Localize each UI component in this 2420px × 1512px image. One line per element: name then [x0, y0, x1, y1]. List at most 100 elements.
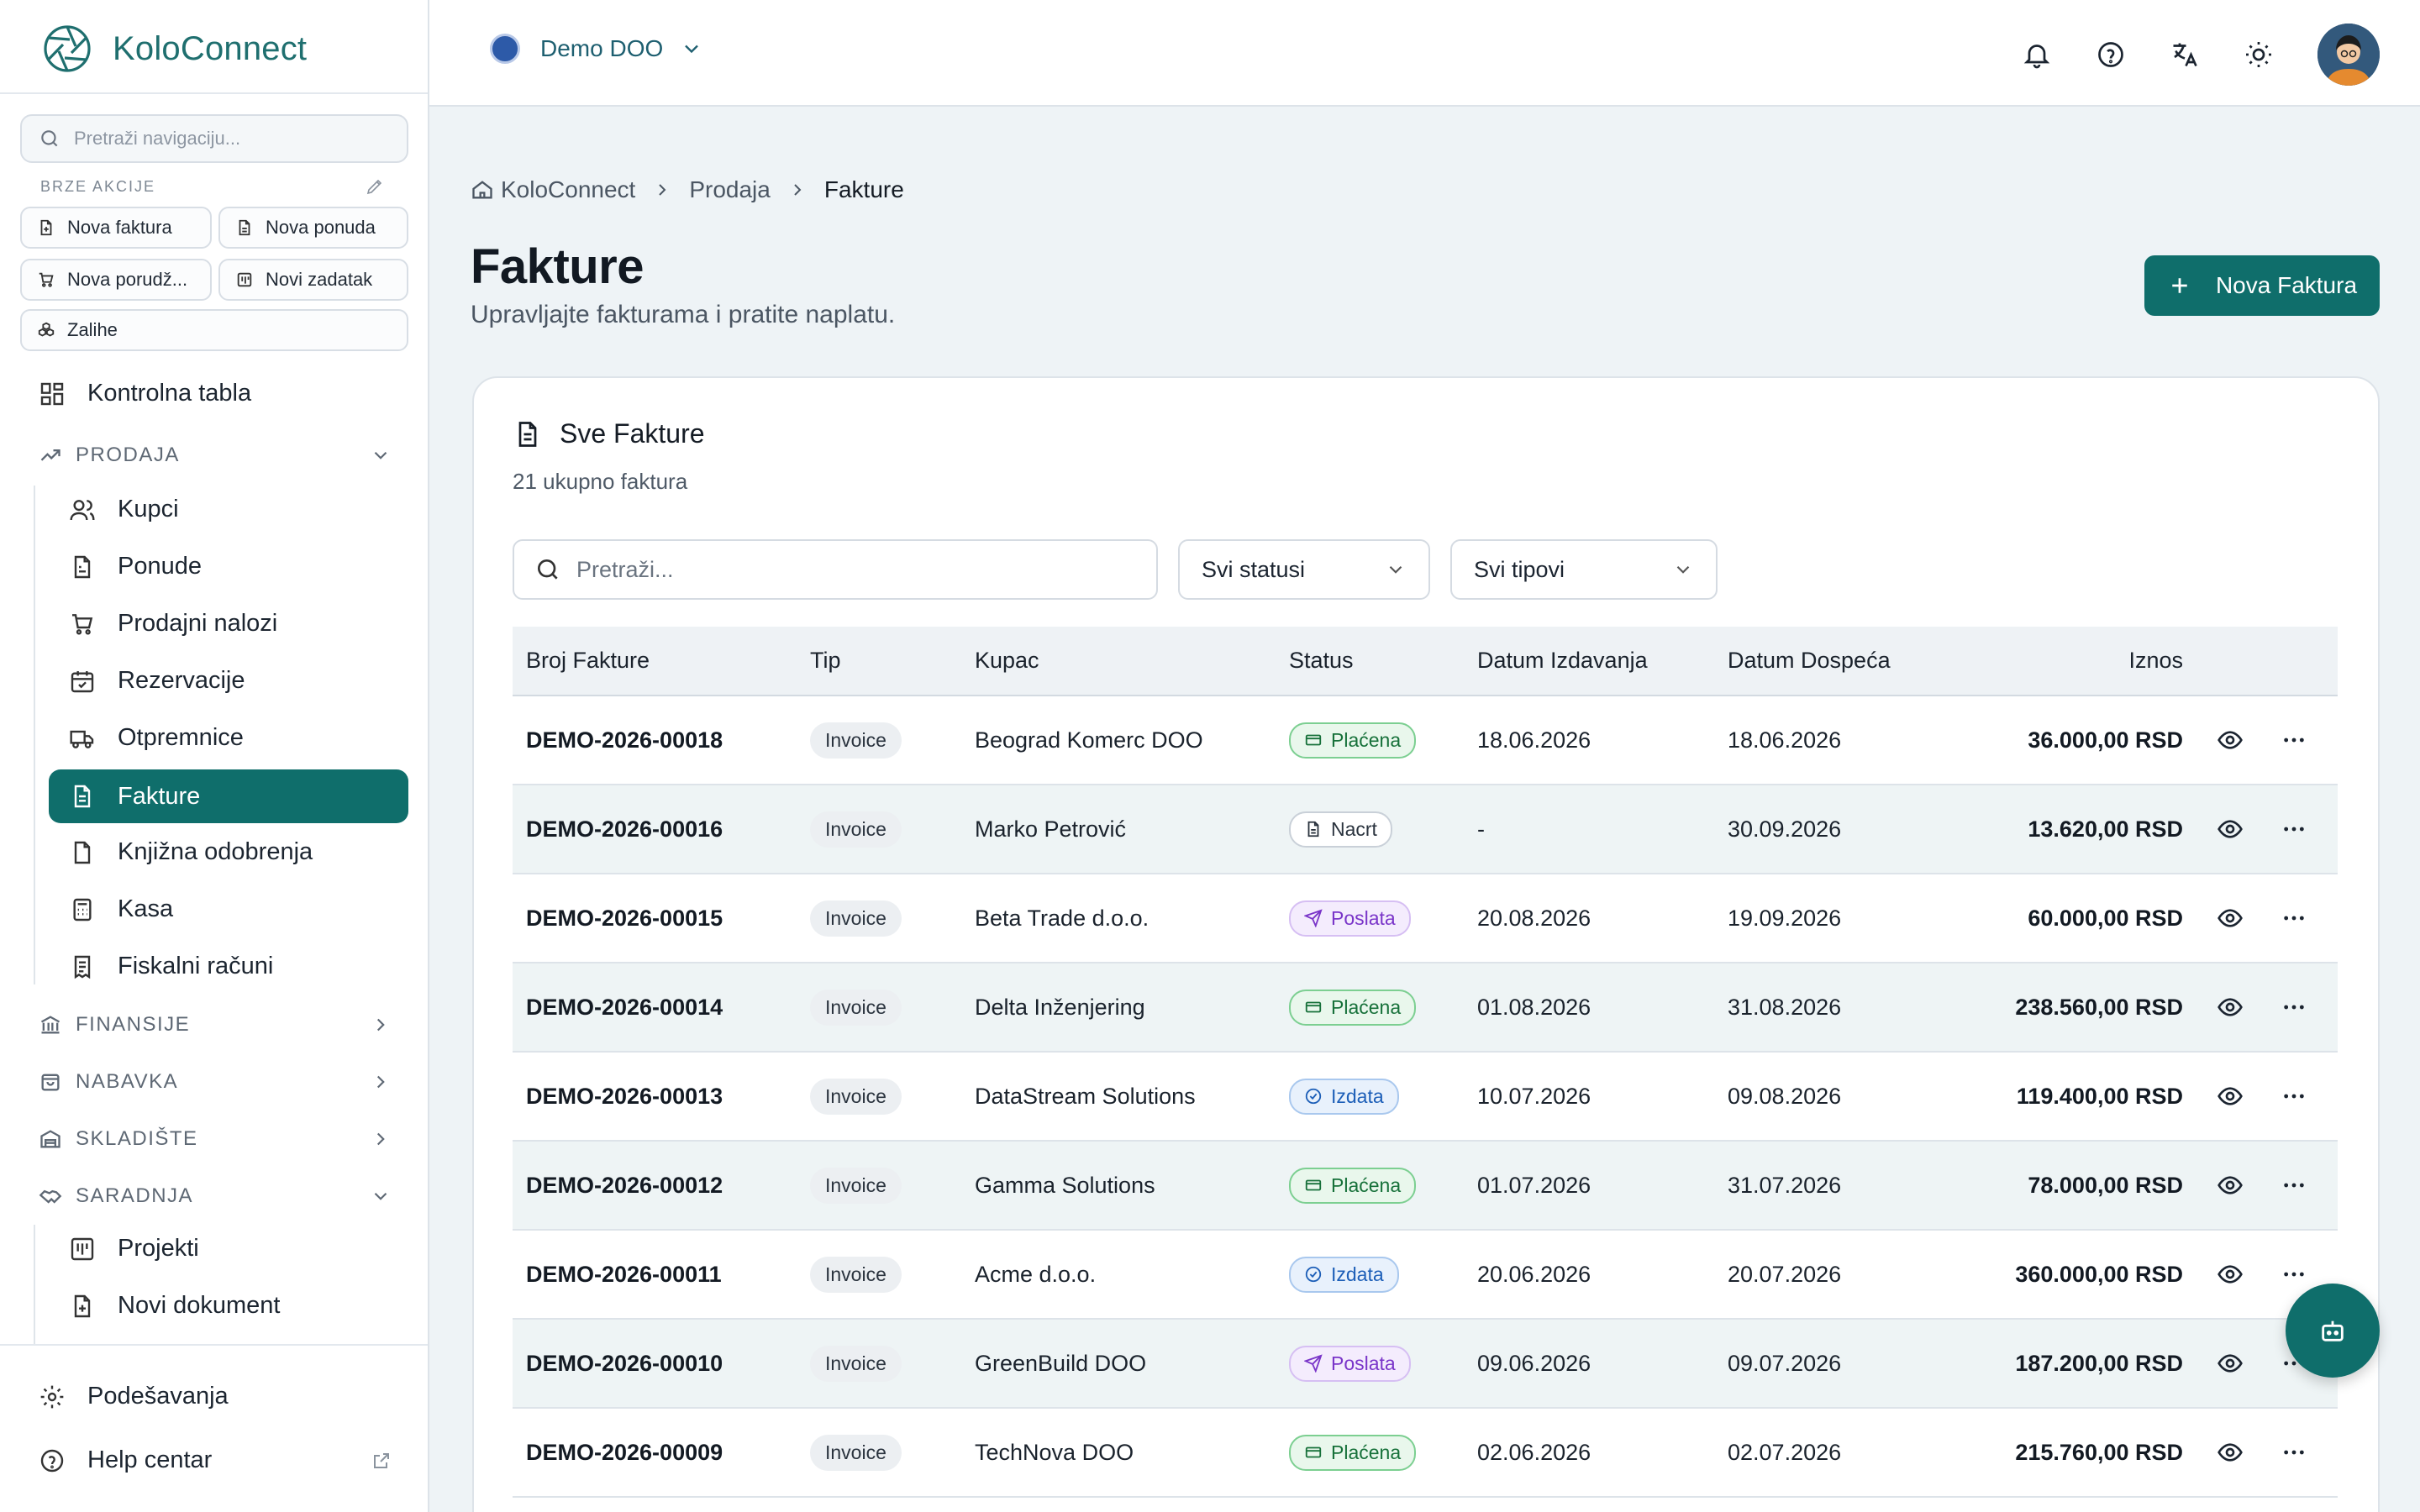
column-header[interactable]: Broj Fakture [513, 627, 797, 696]
help-circle-icon[interactable] [2096, 39, 2126, 70]
column-header[interactable]: Datum Izdavanja [1464, 627, 1714, 696]
customer-name: Beta Trade d.o.o. [961, 874, 1276, 963]
brand[interactable]: KoloConnect [42, 22, 307, 76]
chevron-right-icon [659, 184, 666, 196]
invoice-number[interactable]: DEMO-2026-00018 [513, 696, 797, 785]
sidebar-item-prodajni-nalozi[interactable]: Prodajni nalozi [69, 610, 277, 638]
more-horizontal-icon[interactable] [2281, 727, 2307, 753]
table-row[interactable]: DEMO-2026-00013 Invoice DataStream Solutio… [513, 1052, 2338, 1142]
table-row[interactable]: DEMO-2026-00010 Invoice GreenBuild DOO Posl… [513, 1319, 2338, 1409]
quick-inventory-button[interactable]: Zalihe [20, 309, 408, 351]
organization-switcher[interactable]: Demo DOO [490, 34, 703, 64]
table-row[interactable]: DEMO-2026-00012 Invoice Gamma Solutions Pla… [513, 1141, 2338, 1231]
avatar[interactable] [2317, 24, 2380, 86]
sidebar-item-fiskalni-racuni[interactable]: Fiskalni računi [69, 953, 273, 980]
eye-icon[interactable] [2217, 994, 2244, 1021]
invoice-number[interactable]: DEMO-2026-00015 [513, 874, 797, 963]
sidebar-group-saradnja[interactable]: SARADNJA [39, 1184, 392, 1208]
table-row[interactable]: DEMO-2026-00015 Invoice Beta Trade d.o.o. P… [513, 874, 2338, 963]
sidebar-item-rezervacije[interactable]: Rezervacije [69, 667, 245, 695]
eye-icon[interactable] [2217, 905, 2244, 932]
nav-search-input[interactable] [74, 128, 393, 150]
invoice-number[interactable]: DEMO-2026-00016 [513, 785, 797, 874]
sidebar-item-dashboard[interactable]: Kontrolna tabla [39, 380, 251, 407]
sidebar-group-prodaja[interactable]: PRODAJA [39, 444, 392, 467]
status-badge: Plaćena [1289, 1167, 1417, 1204]
sidebar-item-label: Ponude [118, 553, 202, 580]
assistant-button[interactable] [2286, 1284, 2380, 1378]
sidebar-group-finansije[interactable]: FINANSIJE [39, 1013, 392, 1037]
quick-new-offer-button[interactable]: Nova ponuda [218, 207, 408, 249]
sidebar-item-knjizna-odobrenja[interactable]: Knjižna odobrenja [69, 838, 313, 866]
eye-icon[interactable] [2217, 1172, 2244, 1199]
eye-icon[interactable] [2217, 1261, 2244, 1288]
sidebar-group-skladiste[interactable]: SKLADIŠTE [39, 1127, 392, 1151]
breadcrumb-item[interactable]: KoloConnect [501, 176, 636, 202]
table-row[interactable]: DEMO-2026-00009 Invoice TechNova DOO Plaćen… [513, 1408, 2338, 1498]
more-horizontal-icon[interactable] [2281, 994, 2307, 1021]
invoice-type-badge: Invoice [810, 811, 902, 848]
calendar-icon [71, 670, 94, 692]
column-header[interactable]: Tip [797, 627, 961, 696]
invoice-number[interactable]: DEMO-2026-00012 [513, 1141, 797, 1231]
nav-rail [34, 1225, 35, 1344]
column-header[interactable]: Kupac [961, 627, 1276, 696]
quick-new-task-button[interactable]: Novi zadatak [218, 259, 408, 301]
type-filter[interactable]: Svi tipovi [1450, 539, 1718, 600]
eye-icon[interactable] [2217, 1350, 2244, 1377]
eye-icon[interactable] [2217, 1439, 2244, 1466]
invoice-search-input[interactable] [576, 556, 1148, 583]
invoice-number[interactable]: DEMO-2026-00010 [513, 1319, 797, 1409]
sidebar-item-help[interactable]: Help centar [39, 1446, 392, 1474]
due-date: 19.09.2026 [1714, 874, 1966, 963]
issue-date: 02.06.2026 [1464, 1408, 1714, 1498]
eye-icon[interactable] [2217, 727, 2244, 753]
invoice-number[interactable]: DEMO-2026-00014 [513, 963, 797, 1053]
eye-icon[interactable] [2217, 1083, 2244, 1110]
column-header[interactable]: Iznos [1966, 627, 2203, 696]
sidebar-group-nabavka[interactable]: NABAVKA [39, 1070, 392, 1094]
breadcrumb-item[interactable]: Prodaja [689, 176, 771, 202]
invoice-type-cell: Invoice [797, 963, 961, 1053]
table-row[interactable]: DEMO-2026-00014 Invoice Delta Inženjering P… [513, 963, 2338, 1053]
button-label: Nova Faktura [2215, 272, 2358, 298]
check-badge-icon [1305, 1088, 1322, 1105]
pencil-icon[interactable] [365, 176, 385, 197]
table-row[interactable]: DEMO-2026-00016 Invoice Marko Petrović Nacr… [513, 785, 2338, 874]
invoice-number[interactable]: DEMO-2026-00013 [513, 1052, 797, 1142]
sidebar-item-novi-dokument[interactable]: Novi dokument [69, 1292, 280, 1320]
invoice-number[interactable]: DEMO-2026-00009 [513, 1408, 797, 1498]
sidebar-item-kasa[interactable]: Kasa [69, 895, 173, 923]
table-row[interactable]: DEMO-2026-00011 Invoice Acme d.o.o. Izdata 2… [513, 1230, 2338, 1320]
column-header[interactable]: Datum Dospeća [1714, 627, 1966, 696]
more-horizontal-icon[interactable] [2281, 1172, 2307, 1199]
eye-icon[interactable] [2217, 816, 2244, 843]
more-horizontal-icon[interactable] [2281, 816, 2307, 843]
translate-icon[interactable] [2170, 39, 2200, 70]
breadcrumb: KoloConnect Prodaja Fakture [471, 176, 904, 203]
sidebar-item-settings[interactable]: Podešavanja [39, 1383, 229, 1410]
new-invoice-button[interactable]: Nova Faktura [2144, 255, 2380, 316]
bell-icon[interactable] [2022, 39, 2052, 70]
more-horizontal-icon[interactable] [2281, 1439, 2307, 1466]
quick-new-invoice-button[interactable]: Nova faktura [20, 207, 212, 249]
sidebar-item-label: Help centar [87, 1446, 213, 1473]
sidebar-item-fakture[interactable]: Fakture [49, 769, 408, 823]
sidebar-item-ponude[interactable]: Ponude [69, 553, 202, 580]
sun-icon[interactable] [2244, 39, 2274, 70]
column-header[interactable]: Status [1276, 627, 1464, 696]
credit-card-icon [1305, 734, 1322, 746]
sidebar-item-projekti[interactable]: Projekti [69, 1235, 199, 1263]
quick-new-order-button[interactable]: Nova porudž... [20, 259, 212, 301]
sidebar-item-otpremnice[interactable]: Otpremnice [69, 724, 244, 752]
more-horizontal-icon[interactable] [2281, 1261, 2307, 1288]
sidebar-item-kupci[interactable]: Kupci [69, 496, 179, 523]
invoice-search[interactable] [513, 539, 1158, 600]
nav-search[interactable] [20, 114, 408, 163]
status-filter[interactable]: Svi statusi [1178, 539, 1430, 600]
invoice-number[interactable]: DEMO-2026-00011 [513, 1230, 797, 1320]
more-horizontal-icon[interactable] [2281, 1083, 2307, 1110]
sidebar-group-label: PRODAJA [76, 444, 180, 466]
more-horizontal-icon[interactable] [2281, 905, 2307, 932]
table-row[interactable]: DEMO-2026-00018 Invoice Beograd Komerc DOO… [513, 696, 2338, 785]
